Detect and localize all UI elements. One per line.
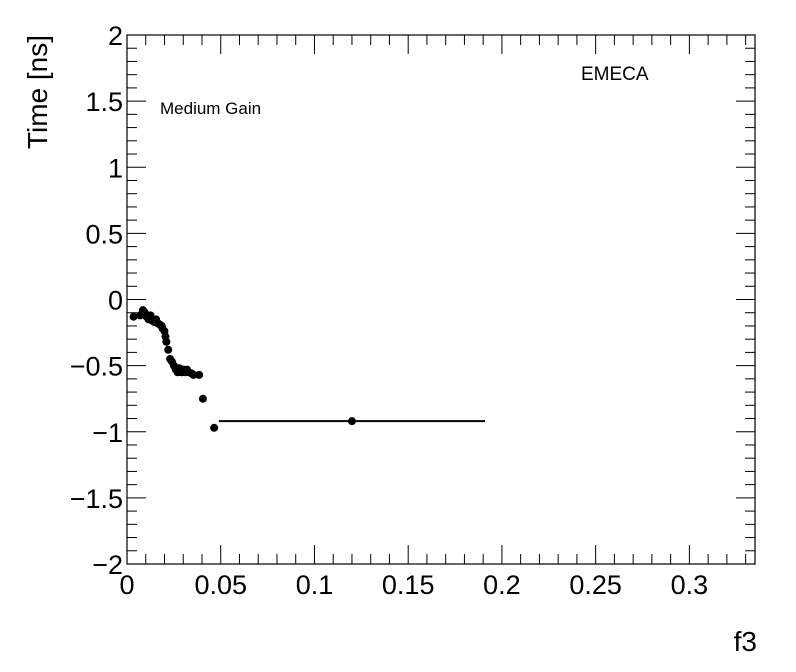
data-point: [347, 417, 356, 426]
x-tick-label: 0.3: [671, 570, 709, 600]
x-tick-label: 0.2: [483, 570, 521, 600]
gain-annotation: Medium Gain: [160, 99, 261, 118]
x-tick-label: 0.1: [296, 570, 334, 600]
ticks-layer: [126, 34, 755, 565]
y-tick-label: −1: [92, 418, 123, 448]
y-tick-label: 2: [108, 21, 123, 51]
y-tick-label: 1: [108, 153, 123, 183]
x-tick-label: 0.15: [382, 570, 435, 600]
data-point: [189, 370, 198, 379]
y-tick-label: 1.5: [85, 87, 123, 117]
data-point: [195, 370, 204, 379]
x-axis-title: f3: [734, 626, 757, 657]
x-tick-label: 0.05: [194, 570, 247, 600]
y-tick-label: −1.5: [70, 484, 123, 514]
y-tick-label: −2: [92, 550, 123, 580]
y-axis-title: Time [ns]: [22, 35, 53, 149]
data-point: [210, 423, 219, 432]
data-point: [129, 312, 138, 321]
y-tick-label: 0: [108, 286, 123, 316]
x-tick-label: 0: [119, 570, 134, 600]
tick-labels-layer: 0 0.05 0.1 0.15 0.2 0.25 0.3 −2 −1.5 −1 −0.5 0 0.5 1 1…: [70, 21, 708, 600]
region-annotation: EMECA: [581, 64, 649, 85]
points-layer: [129, 306, 356, 432]
y-tick-label: 0.5: [85, 219, 123, 249]
data-point: [198, 394, 207, 403]
data-point: [164, 345, 173, 354]
data-point: [162, 337, 171, 346]
x-tick-label: 0.25: [569, 570, 622, 600]
y-tick-label: −0.5: [70, 352, 123, 382]
